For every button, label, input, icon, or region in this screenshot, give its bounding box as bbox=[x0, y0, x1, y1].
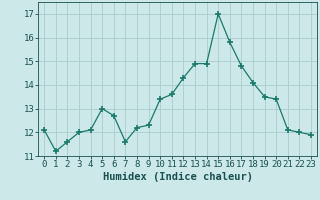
X-axis label: Humidex (Indice chaleur): Humidex (Indice chaleur) bbox=[103, 172, 252, 182]
